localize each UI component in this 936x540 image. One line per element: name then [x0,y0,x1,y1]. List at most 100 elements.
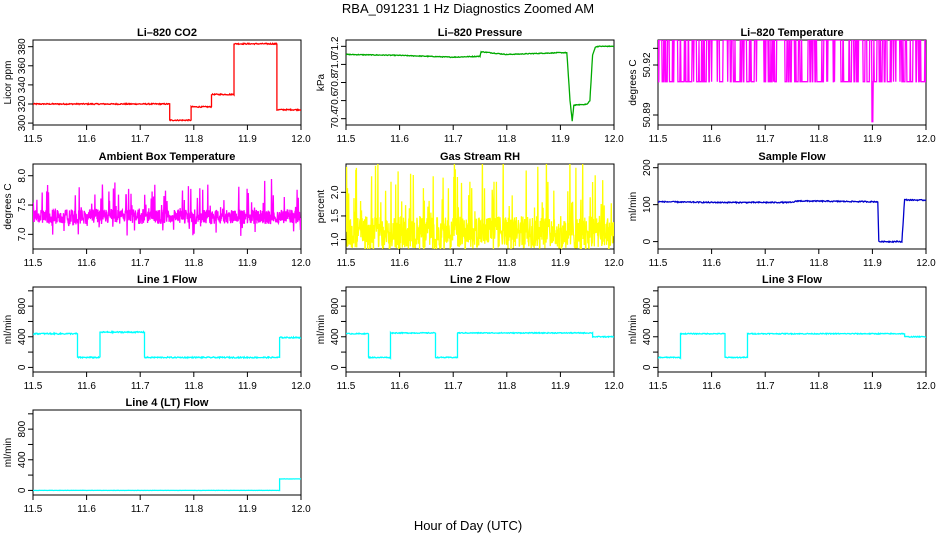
y-tick-label: 400 [330,328,341,345]
x-tick-label: 11.9 [551,258,570,269]
series-line [33,478,301,492]
x-tick-label: 11.8 [809,134,828,145]
x-tick-label: 11.7 [131,504,150,515]
x-tick-label: 12.0 [291,258,311,269]
y-axis-label: degrees C [3,183,14,229]
y-tick-label: 8.0 [17,168,28,182]
y-tick-label: 1.0 [330,232,341,246]
x-tick-label: 11.6 [390,134,409,145]
y-axis-label: ml/min [3,315,14,344]
y-tick-label: 71.2 [330,36,341,56]
panel-title: Gas Stream RH [440,151,520,163]
x-tick-label: 11.5 [649,258,668,269]
x-tick-label: 11.8 [184,504,203,515]
panel-7: Line 1 Flow 11.5 11.6 11.7 11.8 11.9 12.0 0 400 8… [3,274,311,392]
x-tick-label: 11.9 [863,381,882,392]
y-tick-label: 0 [642,364,653,370]
x-tick-label: 11.8 [809,258,828,269]
panel-title: Line 3 Flow [762,274,822,286]
panel-8: Line 2 Flow 11.5 11.6 11.7 11.8 11.9 12.0 0 400 8… [316,274,624,392]
x-tick-label: 11.7 [444,134,463,145]
y-tick-label: 360 [17,57,28,74]
panel-3: Li–820 Temperature 11.5 11.6 11.7 11.8 11.9 12… [628,27,936,145]
y-axis-label: percent [316,190,327,224]
series-line [33,42,301,122]
y-tick-label: 71.0 [330,54,341,74]
x-tick-label: 11.9 [238,504,257,515]
y-tick-label: 380 [17,38,28,55]
x-tick-label: 11.6 [77,134,96,145]
plot-frame [345,286,615,373]
series-line [33,178,301,236]
x-tick-label: 11.5 [24,504,43,515]
plot-frame [657,286,927,373]
x-tick-label: 12.0 [604,134,624,145]
x-tick-label: 11.6 [702,381,721,392]
y-tick-label: 800 [17,297,28,314]
series-line [346,164,614,249]
y-axis-label: ml/min [3,438,14,467]
x-tick-label: 11.8 [184,134,203,145]
x-tick-label: 11.5 [24,134,43,145]
x-tick-label: 11.7 [131,258,150,269]
panel-6: Sample Flow 11.5 11.6 11.7 11.8 11.9 12.0 0 100 2… [628,151,936,269]
x-tick-label: 11.6 [77,381,96,392]
x-tick-label: 11.6 [390,258,409,269]
plot-frame [32,286,302,373]
panel-title: Ambient Box Temperature [99,151,236,163]
y-tick-label: 0 [642,238,653,244]
x-tick-label: 11.5 [24,258,43,269]
y-tick-label: 70.8 [330,72,341,92]
x-tick-label: 11.5 [24,381,43,392]
y-axis-label: Licor ppm [3,61,14,105]
x-tick-label: 11.6 [77,258,96,269]
x-tick-label: 12.0 [604,258,624,269]
x-tick-label: 11.6 [77,504,96,515]
x-tick-label: 11.6 [702,134,721,145]
x-tick-label: 11.8 [497,134,516,145]
figure-title: RBA_091231 1 Hz Diagnostics Zoomed AM [341,1,595,16]
y-axis-label: ml/min [628,192,639,221]
x-tick-label: 11.9 [863,258,882,269]
x-tick-label: 11.7 [131,134,150,145]
y-axis-label: ml/min [628,315,639,344]
panel-title: Li–820 Temperature [740,27,843,39]
x-tick-label: 11.7 [756,134,775,145]
panel-title: Line 4 (LT) Flow [126,397,209,409]
plot-frame [657,163,927,250]
plot-frame [345,39,615,126]
x-tick-label: 11.9 [551,381,570,392]
panel-9: Line 3 Flow 11.5 11.6 11.7 11.8 11.9 12.0 0 400 8… [628,274,936,392]
x-tick-label: 12.0 [916,134,936,145]
plot-frame [32,39,302,126]
panel-title: Sample Flow [758,151,826,163]
y-tick-label: 50.92 [642,52,653,77]
x-tick-label: 12.0 [291,134,311,145]
x-tick-label: 12.0 [916,258,936,269]
x-tick-label: 11.6 [390,381,409,392]
x-tick-label: 11.7 [756,258,775,269]
x-tick-label: 12.0 [291,381,311,392]
x-tick-label: 11.8 [497,258,516,269]
x-tick-label: 11.7 [131,381,150,392]
x-tick-label: 11.5 [337,381,356,392]
x-tick-label: 11.8 [184,381,203,392]
y-tick-label: 7.0 [17,227,28,241]
x-tick-label: 11.8 [184,258,203,269]
y-tick-label: 300 [17,114,28,131]
y-tick-label: 400 [642,328,653,345]
y-axis-label: degrees C [628,59,639,105]
x-tick-label: 11.5 [649,134,668,145]
y-tick-label: 50.89 [642,102,653,127]
x-tick-label: 12.0 [604,381,624,392]
panel-title: Line 2 Flow [450,274,510,286]
panel-2: Li–820 Pressure 11.5 11.6 11.7 11.8 11.9 12.0 7… [316,27,624,145]
x-tick-label: 11.7 [756,381,775,392]
panel-5: Gas Stream RH 11.5 11.6 11.7 11.8 11.9 12.0 1.0… [316,151,624,269]
x-tick-label: 11.5 [337,134,356,145]
x-tick-label: 11.7 [444,258,463,269]
series-line [33,330,301,360]
y-tick-label: 200 [642,159,653,176]
y-tick-label: 1.5 [330,209,341,223]
